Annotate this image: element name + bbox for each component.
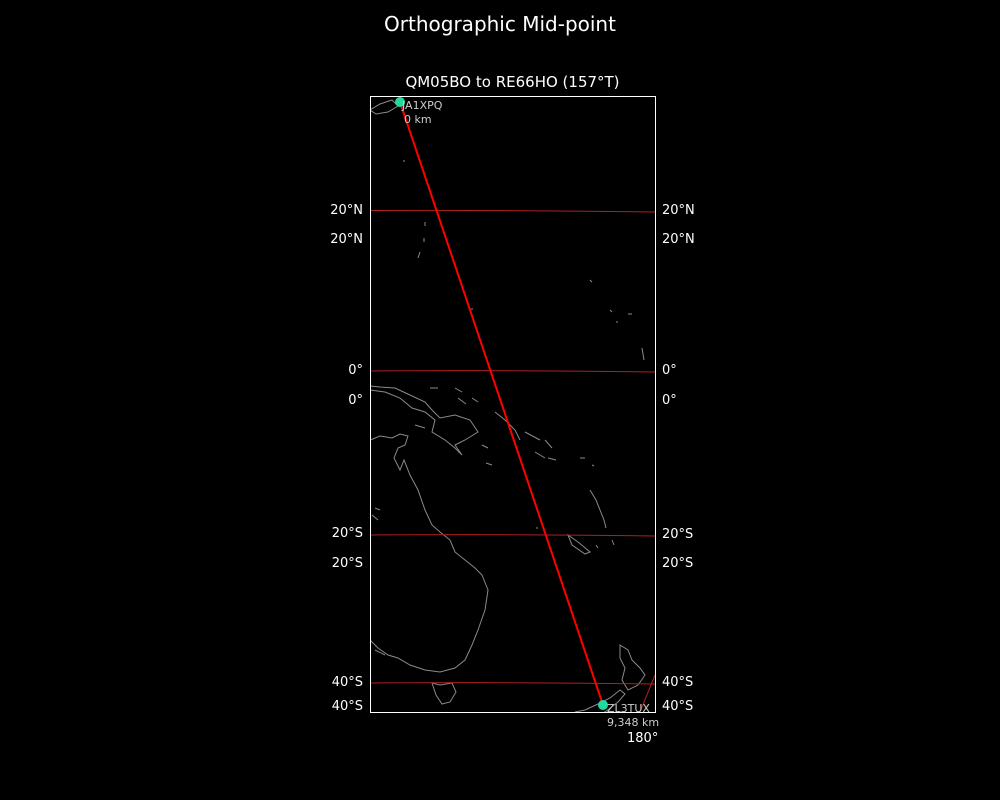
vanuatu-islands <box>589 489 607 529</box>
start-station-marker[interactable] <box>395 97 405 107</box>
gridline-20s <box>370 534 655 537</box>
gridline-180 <box>639 674 655 712</box>
end-station-marker[interactable] <box>598 700 608 710</box>
gridline-0 <box>370 370 655 373</box>
graticule <box>370 209 655 712</box>
coastlines <box>370 99 646 712</box>
lat-label-left: 40°S <box>331 675 363 690</box>
lat-label-left: 40°S <box>331 699 363 714</box>
lat-label-right: 20°N <box>662 203 695 218</box>
lat-label-right: 0° <box>662 363 677 378</box>
end-station-call: ZL3TUX <box>607 702 650 715</box>
lat-label-right: 40°S <box>662 699 694 714</box>
lat-label-right: 20°N <box>662 232 695 247</box>
gridline-40s <box>370 682 655 685</box>
small-islands <box>371 160 645 656</box>
lat-label-left: 20°S <box>331 556 363 571</box>
end-station-distance: 9,348 km <box>607 716 660 729</box>
new-guinea-coast <box>370 385 479 456</box>
australia-coast <box>370 433 489 673</box>
lat-label-right: 0° <box>662 393 677 408</box>
lon-label-180: 180° <box>627 731 659 746</box>
great-circle-path <box>399 101 604 706</box>
start-station-call: JA1XPQ <box>402 99 443 112</box>
lat-label-right: 40°S <box>662 675 694 690</box>
gridline-20n <box>370 209 655 213</box>
start-station-distance: 0 km <box>404 113 432 126</box>
lat-label-right: 20°S <box>662 556 694 571</box>
lat-label-left: 20°S <box>331 526 363 541</box>
map-title: QM05BO to RE66HO (157°T) <box>405 73 620 91</box>
lat-label-right: 20°S <box>662 527 694 542</box>
lat-label-left: 0° <box>348 363 363 378</box>
new-caledonia-coast <box>566 533 591 555</box>
figure-title: Orthographic Mid-point <box>384 12 616 36</box>
japan-coast <box>370 99 399 115</box>
map-frame <box>370 96 656 713</box>
solomon-islands <box>494 411 557 461</box>
lat-label-left: 20°N <box>330 232 363 247</box>
lat-label-left: 20°N <box>330 203 363 218</box>
tasmania-coast <box>431 682 457 705</box>
lat-label-left: 0° <box>348 393 363 408</box>
new-zealand-north-coast <box>619 644 646 691</box>
